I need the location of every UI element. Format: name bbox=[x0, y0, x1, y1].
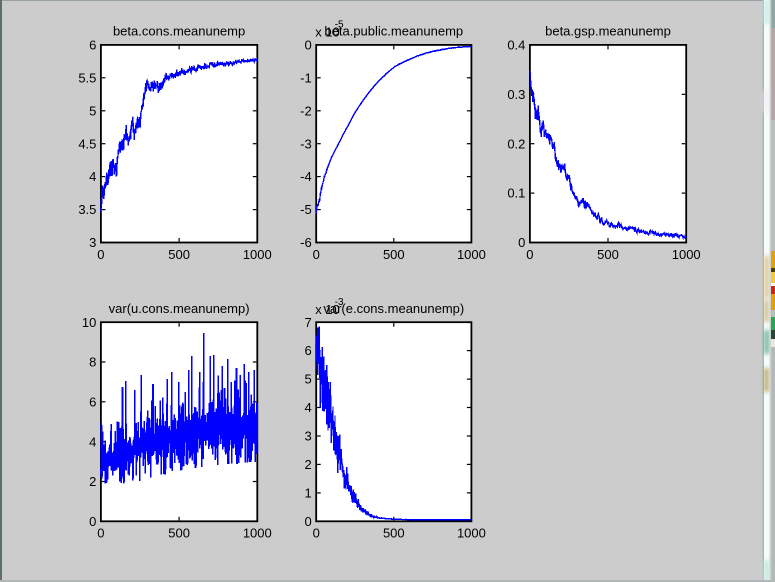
svg-text:4: 4 bbox=[304, 400, 311, 415]
svg-text:4: 4 bbox=[89, 169, 96, 184]
svg-text:0.4: 0.4 bbox=[507, 38, 525, 53]
svg-text:3: 3 bbox=[304, 429, 311, 444]
svg-text:0: 0 bbox=[313, 247, 320, 262]
svg-text:-4: -4 bbox=[300, 169, 312, 184]
svg-text:3.5: 3.5 bbox=[78, 202, 96, 217]
svg-text:-5: -5 bbox=[335, 20, 344, 31]
svg-text:500: 500 bbox=[383, 526, 405, 541]
svg-text:0: 0 bbox=[97, 247, 104, 262]
svg-text:0.3: 0.3 bbox=[507, 87, 525, 102]
svg-text:500: 500 bbox=[383, 247, 405, 262]
svg-text:0: 0 bbox=[304, 38, 311, 53]
svg-text:var(u.cons.meanunemp): var(u.cons.meanunemp) bbox=[109, 301, 250, 316]
svg-text:0.1: 0.1 bbox=[507, 186, 525, 201]
svg-text:-1: -1 bbox=[300, 70, 312, 85]
svg-text:-6: -6 bbox=[300, 235, 312, 250]
svg-text:beta.cons.meanunemp: beta.cons.meanunemp bbox=[113, 24, 245, 39]
svg-text:5: 5 bbox=[89, 103, 96, 118]
svg-text:2: 2 bbox=[304, 457, 311, 472]
svg-text:0: 0 bbox=[313, 526, 320, 541]
svg-text:10: 10 bbox=[82, 315, 96, 330]
svg-text:5.5: 5.5 bbox=[78, 70, 96, 85]
svg-text:4: 4 bbox=[89, 434, 96, 449]
svg-text:1000: 1000 bbox=[457, 526, 486, 541]
svg-text:6: 6 bbox=[304, 343, 311, 358]
svg-text:1: 1 bbox=[304, 486, 311, 501]
svg-text:3: 3 bbox=[89, 235, 96, 250]
svg-text:1000: 1000 bbox=[243, 247, 272, 262]
svg-text:0: 0 bbox=[518, 235, 525, 250]
svg-text:-3: -3 bbox=[335, 297, 344, 308]
svg-text:500: 500 bbox=[597, 247, 619, 262]
svg-text:500: 500 bbox=[168, 526, 190, 541]
svg-text:6: 6 bbox=[89, 394, 96, 409]
svg-text:x 10: x 10 bbox=[315, 25, 340, 40]
svg-text:-2: -2 bbox=[300, 103, 312, 118]
svg-text:-5: -5 bbox=[300, 202, 312, 217]
svg-text:beta.public.meanunemp: beta.public.meanunemp bbox=[324, 24, 463, 39]
svg-text:500: 500 bbox=[168, 247, 190, 262]
svg-text:5: 5 bbox=[304, 372, 311, 387]
svg-text:1000: 1000 bbox=[672, 247, 701, 262]
svg-text:6: 6 bbox=[89, 38, 96, 53]
svg-text:1000: 1000 bbox=[243, 526, 272, 541]
svg-text:4.5: 4.5 bbox=[78, 136, 96, 151]
svg-text:7: 7 bbox=[304, 315, 311, 330]
svg-text:x 10: x 10 bbox=[315, 302, 340, 317]
svg-text:0: 0 bbox=[526, 247, 533, 262]
svg-text:0: 0 bbox=[89, 514, 96, 529]
svg-text:0: 0 bbox=[304, 514, 311, 529]
svg-text:beta.gsp.meanunemp: beta.gsp.meanunemp bbox=[545, 24, 671, 39]
svg-text:1000: 1000 bbox=[457, 247, 486, 262]
svg-text:8: 8 bbox=[89, 355, 96, 370]
svg-text:-3: -3 bbox=[300, 136, 312, 151]
svg-text:0.2: 0.2 bbox=[507, 136, 525, 151]
svg-text:var(e.cons.meanunemp): var(e.cons.meanunemp) bbox=[323, 301, 464, 316]
svg-text:0: 0 bbox=[97, 526, 104, 541]
svg-text:2: 2 bbox=[89, 474, 96, 489]
